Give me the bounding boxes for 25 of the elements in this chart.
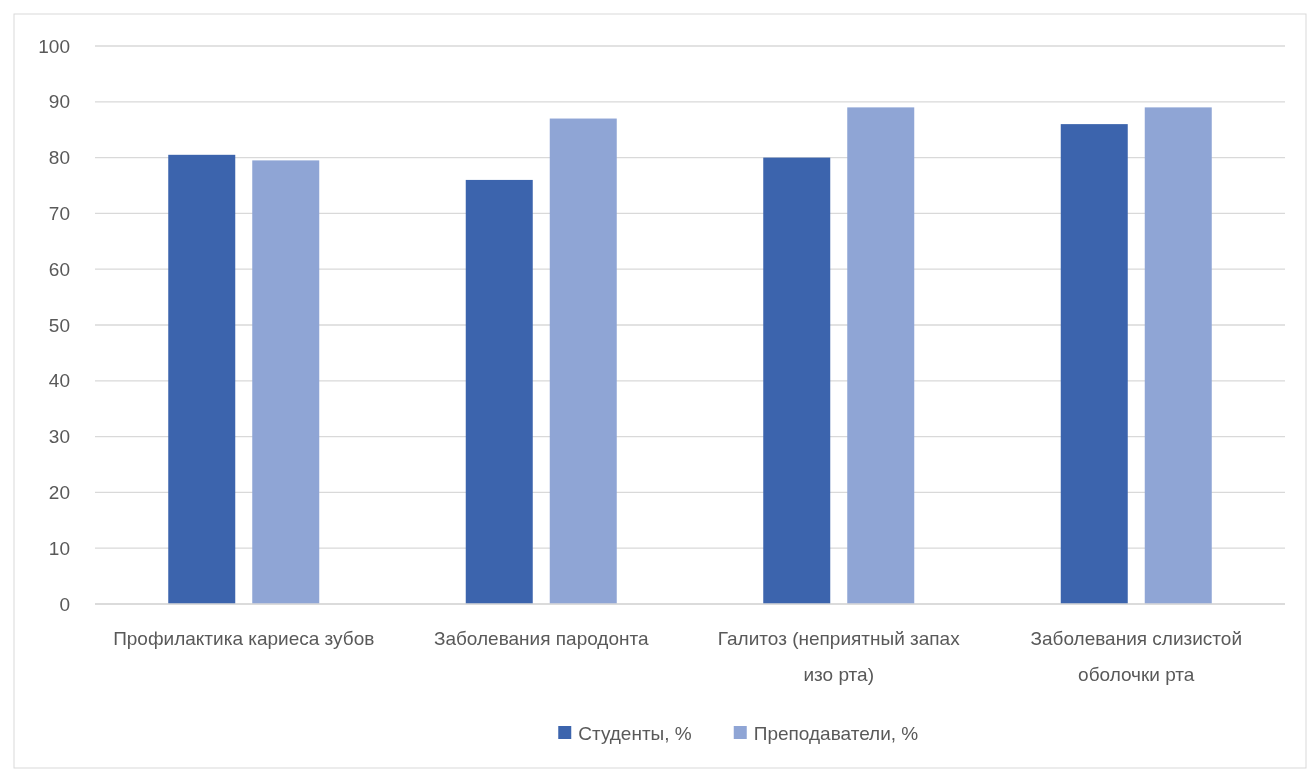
x-tick-label: Заболевания слизистой оболочки рта bbox=[1030, 628, 1243, 685]
y-tick-label: 70 bbox=[48, 203, 70, 225]
x-tick-label: Галитоз (неприятный запах изо рта) bbox=[717, 628, 961, 685]
y-tick-label: 20 bbox=[48, 482, 70, 504]
bar bbox=[847, 107, 915, 604]
x-tick-label: Заболевания пародонта bbox=[433, 628, 649, 649]
legend-label: Студенты, % bbox=[578, 722, 692, 744]
y-tick-label: 80 bbox=[48, 147, 70, 169]
y-tick-label: 100 bbox=[38, 35, 70, 57]
bar bbox=[1060, 124, 1128, 604]
y-tick-label: 50 bbox=[48, 314, 70, 336]
bar bbox=[549, 118, 617, 604]
y-tick-label: 90 bbox=[48, 91, 70, 113]
y-tick-label: 40 bbox=[48, 370, 70, 392]
legend-label: Преподаватели, % bbox=[753, 722, 919, 744]
y-tick-label: 0 bbox=[59, 593, 70, 615]
y-tick-label: 60 bbox=[48, 258, 70, 280]
bar bbox=[168, 154, 236, 604]
bar bbox=[763, 157, 831, 604]
bar bbox=[465, 179, 533, 604]
y-tick-label: 10 bbox=[48, 537, 70, 559]
x-tick-label: Профилактика кариеса зубов bbox=[113, 628, 375, 649]
bar bbox=[252, 160, 320, 604]
y-tick-label: 30 bbox=[48, 426, 70, 448]
bar bbox=[1144, 107, 1212, 604]
